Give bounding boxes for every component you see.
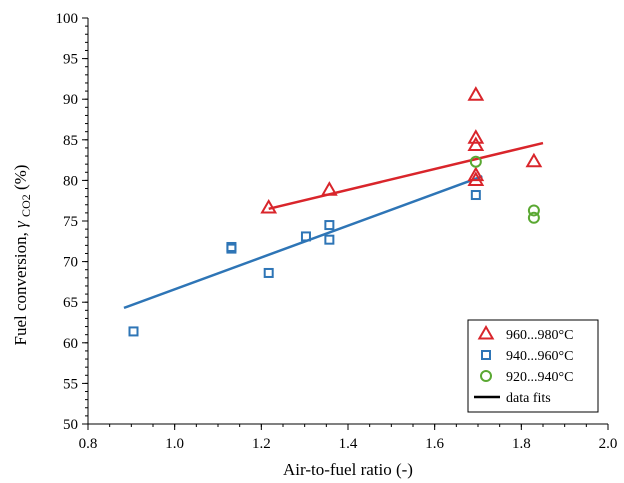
fit-line-triangle <box>268 141 544 211</box>
data-point-triangle <box>260 199 278 214</box>
data-point-triangle <box>467 136 485 152</box>
data-point-triangle <box>467 171 485 186</box>
y-axis-label-prefix: Fuel conversion, <box>11 228 30 346</box>
x-tick-label: 1.2 <box>252 436 271 452</box>
y-axis-label-subscript: CO2 <box>19 194 33 217</box>
data-point-square <box>470 190 481 201</box>
y-tick-label: 60 <box>63 336 78 352</box>
y-tick-label: 50 <box>63 417 78 433</box>
data-point-square <box>128 326 139 337</box>
data-point-circle <box>527 204 540 217</box>
fit-line-square <box>123 175 483 310</box>
fit-lines <box>123 141 544 310</box>
legend-label: 940...960°C <box>506 349 573 364</box>
y-axis-label-suffix: (%) <box>11 165 30 190</box>
data-point-square <box>324 234 335 245</box>
x-tick-label: 1.0 <box>165 436 184 452</box>
legend-label: 920...940°C <box>506 370 573 385</box>
y-tick-label: 95 <box>63 52 78 68</box>
data-point-circle <box>469 155 482 168</box>
data-markers <box>128 86 543 337</box>
y-tick-label: 75 <box>63 214 78 230</box>
data-point-triangle <box>467 166 485 182</box>
x-tick-label: 1.6 <box>425 436 444 452</box>
y-axis-ticks: 50 55 60 65 70 75 80 85 90 95 100 <box>56 11 88 433</box>
x-tick-label: 2.0 <box>599 436 618 452</box>
y-tick-label: 55 <box>63 376 78 392</box>
data-point-triangle <box>467 86 485 101</box>
legend-marker-square <box>481 350 491 360</box>
x-tick-label: 0.8 <box>79 436 98 452</box>
legend-label: 960...980°C <box>506 328 573 343</box>
legend-marker-triangle <box>477 324 495 340</box>
y-tick-label: 80 <box>63 173 78 189</box>
x-tick-label: 1.4 <box>339 436 358 452</box>
y-axis-label-symbol: γ <box>11 220 30 228</box>
data-point-square <box>300 231 311 242</box>
data-point-triangle <box>525 152 543 168</box>
x-tick-label: 1.8 <box>512 436 531 452</box>
y-tick-label: 100 <box>56 11 79 27</box>
legend-label: data fits <box>506 391 551 406</box>
data-point-triangle <box>320 181 338 196</box>
y-tick-label: 90 <box>63 92 78 108</box>
y-axis-label: Fuel conversion, γ CO2 (%) <box>11 165 34 346</box>
legend-marker-circle <box>480 370 492 382</box>
data-point-square <box>226 241 237 252</box>
y-tick-label: 85 <box>63 133 78 149</box>
data-point-circle <box>527 211 540 224</box>
legend-entries: 960...980°C 940...960°C 920...940°C data fi… <box>474 324 573 406</box>
data-point-triangle <box>467 129 485 144</box>
x-axis-ticks: 0.8 1.0 1.2 1.4 1.6 1.8 2.0 <box>79 424 618 452</box>
x-axis-label: Air-to-fuel ratio (-) <box>283 460 413 479</box>
legend: 960...980°C 940...960°C 920...940°C data fi… <box>467 319 599 413</box>
data-point-square <box>324 220 335 231</box>
y-tick-label: 70 <box>63 255 78 271</box>
y-tick-label: 65 <box>63 295 78 311</box>
data-point-square <box>263 267 274 278</box>
